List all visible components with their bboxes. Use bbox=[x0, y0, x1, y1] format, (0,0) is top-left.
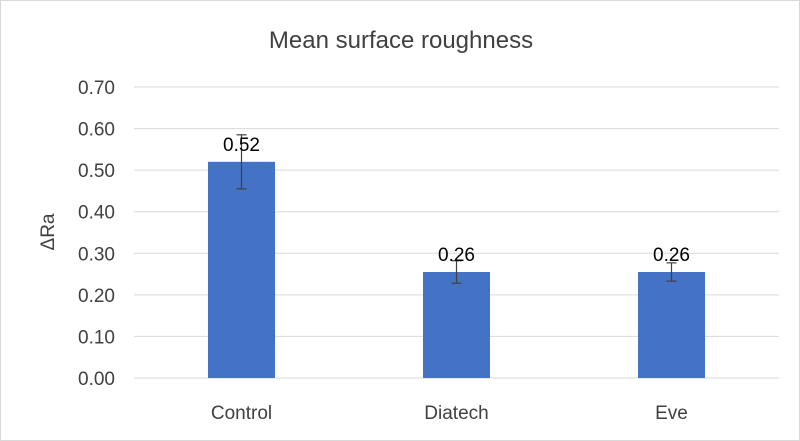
y-tick-label: 0.10 bbox=[78, 327, 115, 348]
x-tick-label: Eve bbox=[655, 403, 688, 424]
axes: 0.00 0.10 0.20 0.30 0.40 0.50 0.60 0.70 bbox=[78, 78, 779, 390]
bar-diatech bbox=[423, 271, 490, 378]
y-tick-label: 0.00 bbox=[78, 369, 115, 390]
data-label: 0.26 bbox=[653, 245, 690, 266]
bars bbox=[208, 134, 705, 378]
y-tick-label: 0.70 bbox=[78, 78, 115, 99]
data-label: 0.26 bbox=[438, 245, 475, 266]
bar-control bbox=[208, 161, 275, 378]
labels: 0.52 Control 0.26 Diatech 0.26 Eve bbox=[211, 135, 690, 424]
x-tick-label: Diatech bbox=[424, 403, 488, 424]
chart-title: Mean surface roughness bbox=[269, 27, 533, 54]
bar-eve bbox=[638, 271, 705, 378]
y-tick-label: 0.50 bbox=[78, 161, 115, 182]
y-tick-label: 0.60 bbox=[78, 120, 115, 141]
data-label: 0.52 bbox=[223, 135, 260, 156]
y-tick-label: 0.30 bbox=[78, 244, 115, 265]
y-axis-label: ΔRa bbox=[38, 213, 59, 250]
y-tick-label: 0.20 bbox=[78, 286, 115, 307]
y-tick-label: 0.40 bbox=[78, 203, 115, 224]
x-tick-label: Control bbox=[211, 403, 272, 424]
